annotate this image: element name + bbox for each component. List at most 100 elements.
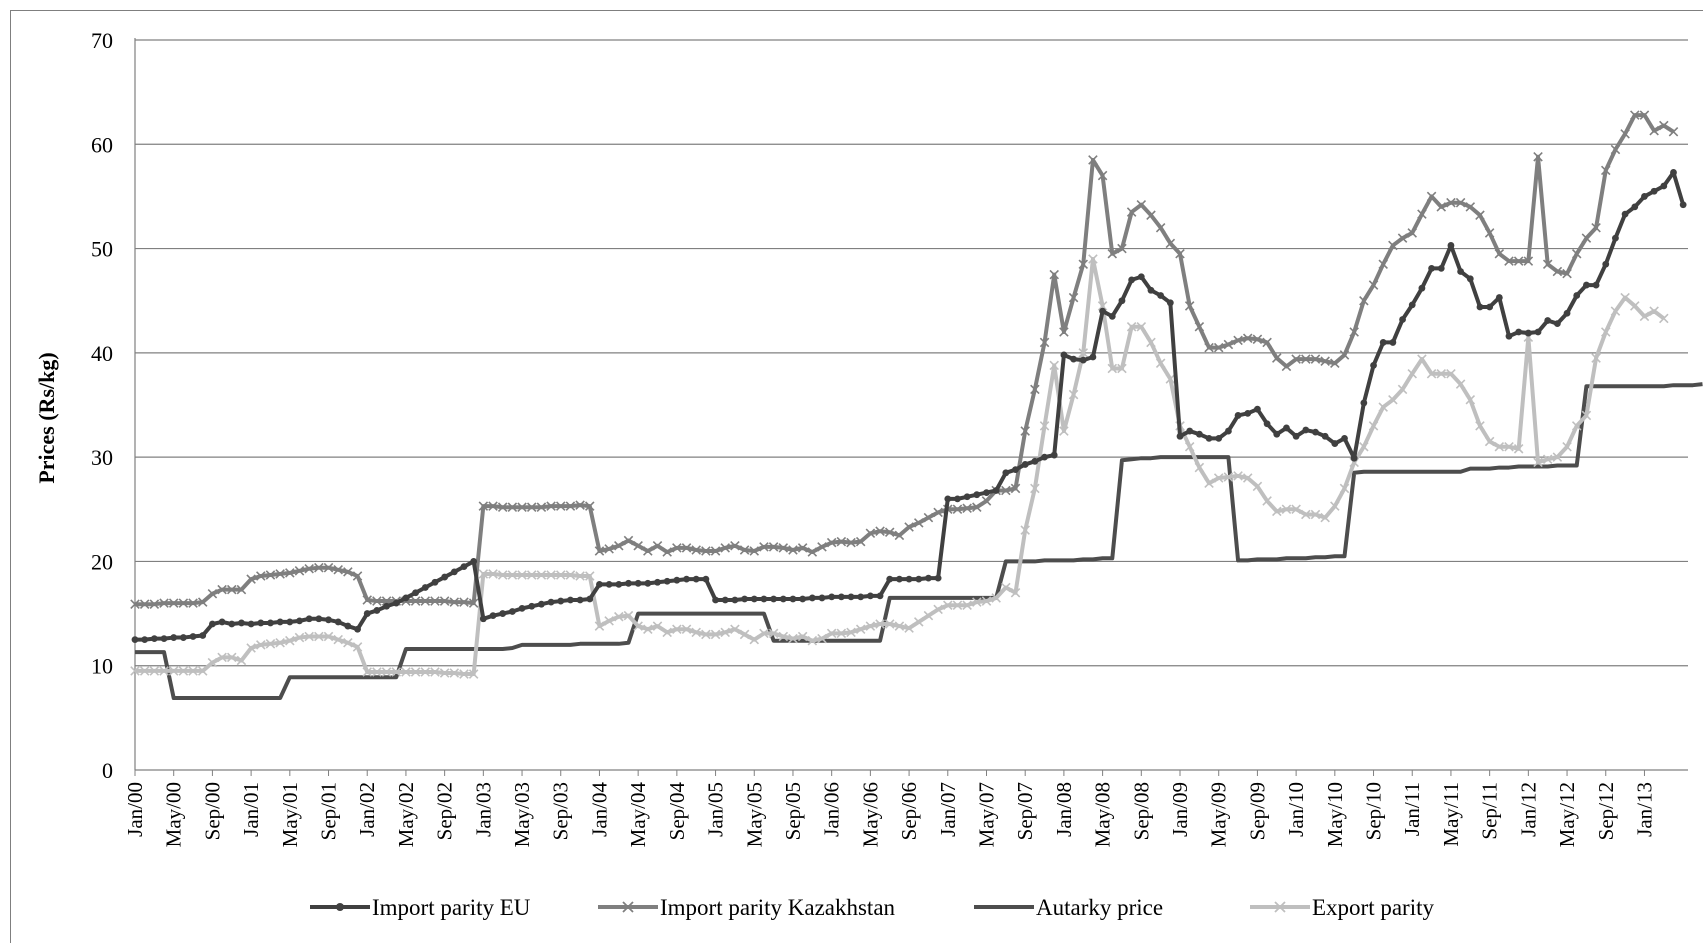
data-point [906, 576, 913, 583]
data-point [964, 493, 971, 500]
data-point [286, 619, 293, 626]
data-point [683, 576, 690, 583]
data-point [151, 635, 158, 642]
x-tick-label: Jan/13 [1632, 782, 1656, 837]
data-point [1360, 400, 1367, 407]
data-point [383, 603, 390, 610]
x-tick-label: Sep/11 [1478, 782, 1502, 840]
data-point [1264, 420, 1271, 427]
data-point [1293, 433, 1300, 440]
data-point [1215, 435, 1222, 442]
legend-item: Autarky price [974, 895, 1163, 920]
data-point [848, 593, 855, 600]
x-tick-label: Sep/05 [781, 782, 805, 840]
data-point [257, 620, 264, 627]
data-point [461, 563, 468, 570]
data-point [519, 605, 526, 612]
data-point [141, 636, 148, 643]
data-point [374, 607, 381, 614]
data-point [1486, 304, 1493, 311]
data-point [538, 601, 545, 608]
legend-label: Autarky price [1036, 895, 1163, 920]
data-point [267, 620, 274, 627]
data-point [1622, 211, 1629, 218]
data-point [393, 600, 400, 607]
y-tick-label: 40 [91, 341, 113, 366]
x-tick-label: Sep/03 [549, 782, 573, 840]
data-point [1041, 454, 1048, 461]
data-point [615, 581, 622, 588]
data-point [528, 603, 535, 610]
data-point [219, 619, 226, 626]
data-point [1438, 265, 1445, 272]
data-point [1515, 329, 1522, 336]
x-tick-label: Jan/06 [820, 782, 844, 837]
data-point [596, 581, 603, 588]
data-point [1022, 461, 1029, 468]
legend-label: Export parity [1312, 895, 1434, 920]
data-point [1109, 313, 1116, 320]
data-point [1554, 320, 1561, 327]
data-point [915, 576, 922, 583]
data-point [1389, 339, 1396, 346]
x-tick-label: Sep/07 [1013, 782, 1037, 840]
data-point [732, 597, 739, 604]
data-point [490, 612, 497, 619]
x-tick-label: Sep/12 [1594, 782, 1618, 840]
data-point [625, 580, 632, 587]
data-point [654, 579, 661, 586]
data-point [1167, 299, 1174, 306]
data-point [828, 593, 835, 600]
x-tick-label: Jan/08 [1052, 782, 1076, 837]
data-point [1670, 169, 1677, 176]
x-tick-label: May/05 [742, 782, 766, 847]
data-point [1206, 435, 1213, 442]
data-point [993, 487, 1000, 494]
data-point [470, 558, 477, 565]
x-tick-label: May/06 [858, 782, 882, 847]
data-point [751, 596, 758, 603]
data-point [335, 619, 342, 626]
data-point [1525, 330, 1532, 337]
data-point [1544, 317, 1551, 324]
data-point [954, 495, 961, 502]
data-point [190, 633, 197, 640]
data-point [1593, 282, 1600, 289]
data-point [1448, 242, 1455, 249]
data-point [480, 615, 487, 622]
x-tick-label: May/11 [1439, 782, 1463, 847]
data-point [1002, 469, 1009, 476]
data-point [809, 595, 816, 602]
data-point [509, 608, 516, 615]
data-point [741, 596, 748, 603]
data-point [1080, 357, 1087, 364]
x-tick-label: Jan/02 [355, 782, 379, 837]
legend-item: Import parity EU [310, 895, 531, 920]
data-point [1283, 425, 1290, 432]
data-point [606, 581, 613, 588]
data-point [799, 596, 806, 603]
x-tick-label: Sep/08 [1129, 782, 1153, 840]
data-point [1254, 406, 1261, 413]
data-point [228, 621, 235, 628]
data-point [1322, 433, 1329, 440]
data-point [1564, 310, 1571, 317]
data-point [499, 610, 506, 617]
data-point [1660, 183, 1667, 190]
data-point [1467, 275, 1474, 282]
data-point [1302, 427, 1309, 434]
data-point [1128, 276, 1135, 283]
data-point [1138, 273, 1145, 280]
data-point [712, 597, 719, 604]
data-point [780, 596, 787, 603]
y-tick-label: 30 [91, 445, 113, 470]
data-point [770, 596, 777, 603]
data-point [422, 584, 429, 591]
data-point [1312, 429, 1319, 436]
data-point [354, 626, 361, 633]
data-point [238, 620, 245, 627]
data-point [973, 491, 980, 498]
data-point [412, 589, 419, 596]
